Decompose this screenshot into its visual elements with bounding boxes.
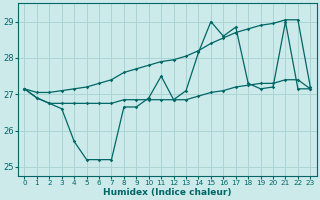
X-axis label: Humidex (Indice chaleur): Humidex (Indice chaleur): [103, 188, 232, 197]
